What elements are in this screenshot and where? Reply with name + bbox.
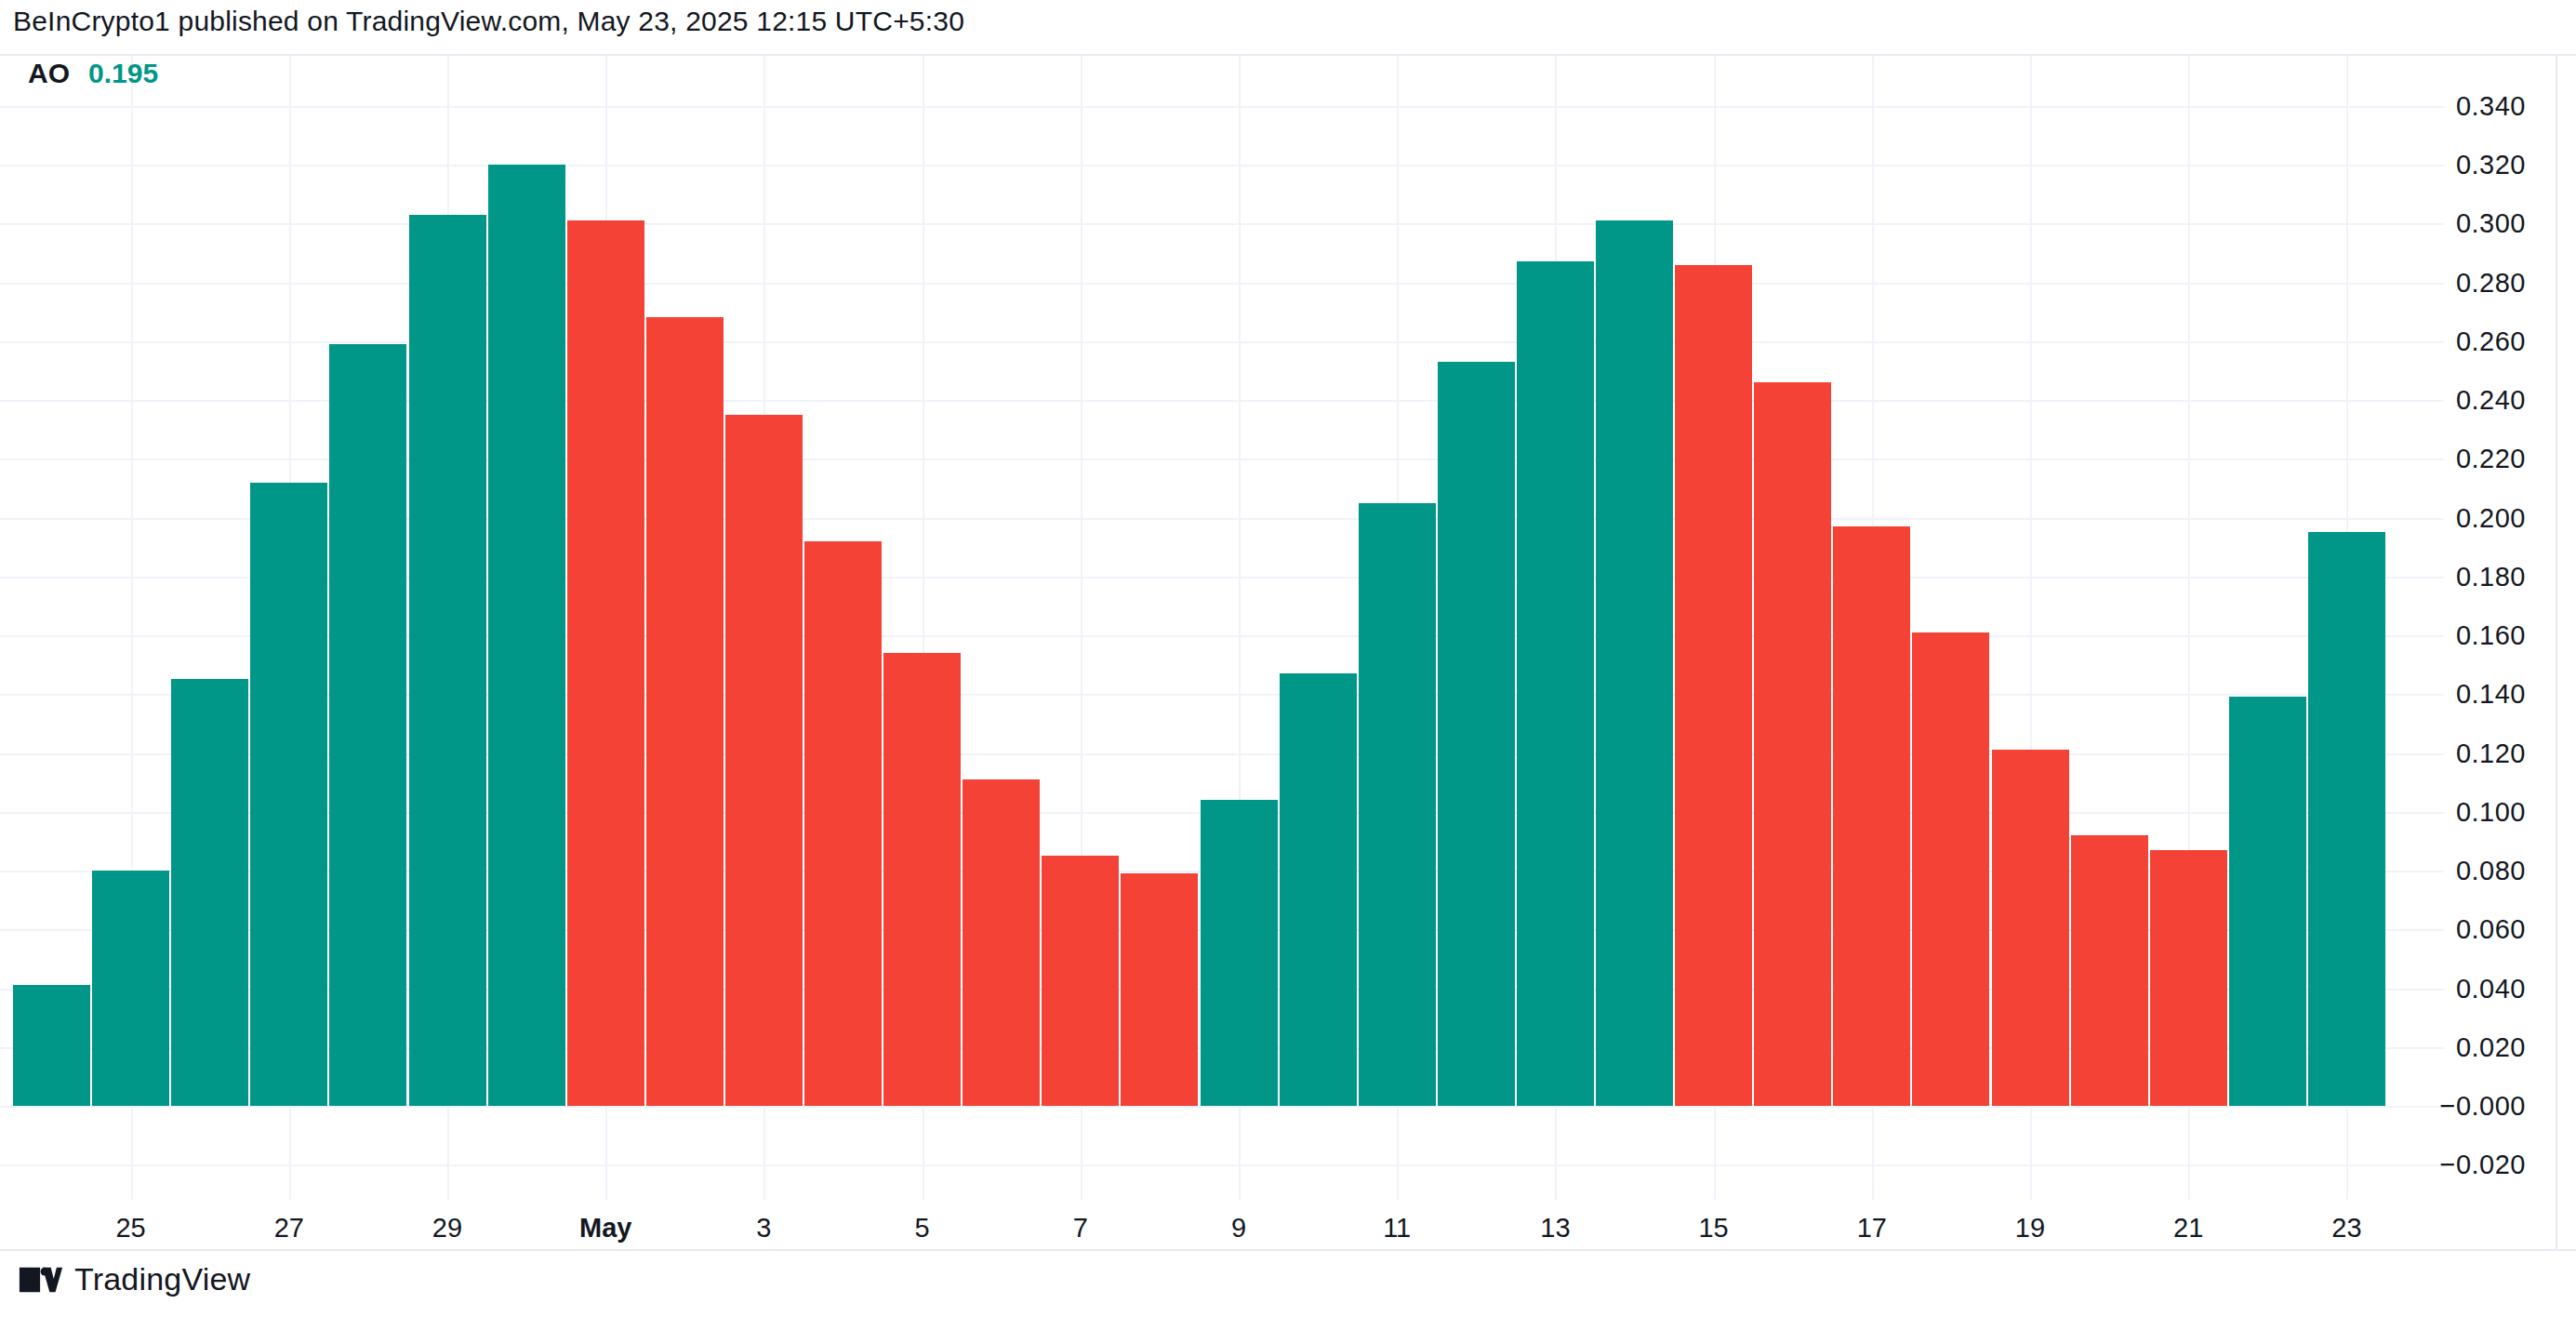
tradingview-logo-text: TradingView bbox=[74, 1261, 250, 1297]
y-tick-label: 0.220 bbox=[2381, 444, 2526, 473]
gridline-h bbox=[0, 165, 2444, 166]
ao-histogram-bar bbox=[1517, 261, 1594, 1106]
indicator-value: 0.195 bbox=[88, 58, 158, 89]
ao-histogram-bar bbox=[2308, 532, 2385, 1106]
gridline-h bbox=[0, 341, 2444, 343]
ao-histogram-bar bbox=[1833, 526, 1910, 1106]
x-tick-label: 19 bbox=[1965, 1212, 2095, 1244]
y-tick-label: 0.080 bbox=[2381, 856, 2526, 885]
ao-histogram-bar bbox=[1912, 632, 1989, 1106]
ao-histogram-bar bbox=[646, 317, 724, 1106]
ao-histogram-bar bbox=[883, 653, 961, 1106]
y-tick-label: 0.320 bbox=[2381, 150, 2526, 180]
ao-histogram-bar bbox=[1596, 220, 1673, 1106]
y-tick-label: 0.240 bbox=[2381, 385, 2526, 415]
ao-histogram-bar bbox=[329, 344, 406, 1106]
ao-histogram-bar bbox=[1438, 362, 1515, 1106]
indicator-legend: AO 0.195 bbox=[28, 58, 158, 89]
y-tick-label: 0.100 bbox=[2381, 797, 2526, 827]
time-axis-border bbox=[0, 1249, 2576, 1251]
plot-area[interactable] bbox=[0, 0, 2576, 1317]
x-tick-label: 27 bbox=[224, 1212, 354, 1244]
indicator-name: AO bbox=[28, 58, 70, 89]
y-tick-label: 0.200 bbox=[2381, 503, 2526, 533]
y-tick-label: 0.280 bbox=[2381, 268, 2526, 298]
price-axis-border bbox=[2556, 54, 2557, 1251]
y-tick-label: 0.300 bbox=[2381, 208, 2526, 238]
y-tick-label: 0.140 bbox=[2381, 679, 2526, 709]
x-tick-label: 3 bbox=[698, 1212, 829, 1244]
x-tick-label: 21 bbox=[2123, 1212, 2253, 1244]
tradingview-logo-icon bbox=[19, 1264, 63, 1296]
y-tick-label: 0.020 bbox=[2381, 1032, 2526, 1062]
y-tick-label: 0.060 bbox=[2381, 914, 2526, 944]
y-tick-label: 0.160 bbox=[2381, 620, 2526, 650]
ao-histogram-bar bbox=[1675, 265, 1752, 1107]
ao-histogram-bar bbox=[725, 415, 803, 1106]
y-tick-label: 0.260 bbox=[2381, 326, 2526, 356]
ao-histogram-bar bbox=[1121, 873, 1198, 1106]
ao-histogram-bar bbox=[1280, 673, 1357, 1106]
tradingview-published-chart: BeInCrypto1 published on TradingView.com… bbox=[0, 0, 2576, 1317]
ao-histogram-bar bbox=[1201, 800, 1278, 1106]
y-tick-label: 0.040 bbox=[2381, 974, 2526, 1004]
gridline-h bbox=[0, 223, 2444, 225]
ao-histogram-bar bbox=[1042, 856, 1119, 1106]
x-tick-label: 29 bbox=[382, 1212, 512, 1244]
y-tick-label: 0.340 bbox=[2381, 91, 2526, 121]
x-tick-label: 23 bbox=[2281, 1212, 2411, 1244]
x-tick-label: 15 bbox=[1649, 1212, 1779, 1244]
ao-histogram-bar bbox=[488, 165, 565, 1106]
ao-histogram-bar bbox=[567, 220, 644, 1106]
ao-histogram-bar bbox=[1754, 382, 1831, 1106]
ao-histogram-bar bbox=[2150, 850, 2227, 1106]
ao-histogram-bar bbox=[2229, 697, 2306, 1106]
ao-histogram-bar bbox=[171, 679, 248, 1106]
x-tick-label: 9 bbox=[1174, 1212, 1304, 1244]
y-tick-label: −0.000 bbox=[2381, 1091, 2526, 1121]
ao-histogram-bar bbox=[2071, 835, 2148, 1106]
ao-histogram-bar bbox=[1992, 750, 2069, 1106]
x-tick-label: 11 bbox=[1332, 1212, 1462, 1244]
gridline-h bbox=[0, 1106, 2444, 1108]
tradingview-branding[interactable]: TradingView bbox=[19, 1261, 250, 1297]
x-tick-label: 7 bbox=[1016, 1212, 1146, 1244]
x-tick-label: 25 bbox=[66, 1212, 196, 1244]
gridline-h bbox=[0, 106, 2444, 108]
ao-histogram-bar bbox=[804, 541, 882, 1106]
x-tick-label: May bbox=[540, 1212, 671, 1244]
ao-histogram-bar bbox=[13, 985, 90, 1106]
ao-histogram-bar bbox=[92, 871, 169, 1106]
ao-histogram-bar bbox=[409, 215, 486, 1106]
y-tick-label: 0.180 bbox=[2381, 562, 2526, 592]
ao-histogram-bar bbox=[1359, 503, 1436, 1106]
ao-histogram-bar bbox=[250, 483, 327, 1106]
x-tick-label: 13 bbox=[1490, 1212, 1620, 1244]
y-tick-label: −0.020 bbox=[2381, 1150, 2526, 1179]
gridline-h bbox=[0, 1164, 2444, 1166]
gridline-h bbox=[0, 283, 2444, 285]
x-tick-label: 17 bbox=[1807, 1212, 1937, 1244]
x-tick-label: 5 bbox=[857, 1212, 988, 1244]
y-tick-label: 0.120 bbox=[2381, 738, 2526, 768]
ao-histogram-bar bbox=[963, 779, 1040, 1106]
